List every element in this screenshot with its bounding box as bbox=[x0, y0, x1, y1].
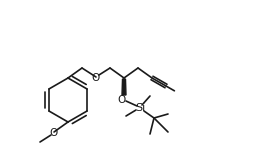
Text: Si: Si bbox=[135, 103, 145, 113]
Text: O: O bbox=[117, 95, 125, 105]
Text: O: O bbox=[92, 73, 100, 83]
Text: O: O bbox=[49, 128, 57, 138]
Polygon shape bbox=[122, 79, 126, 95]
